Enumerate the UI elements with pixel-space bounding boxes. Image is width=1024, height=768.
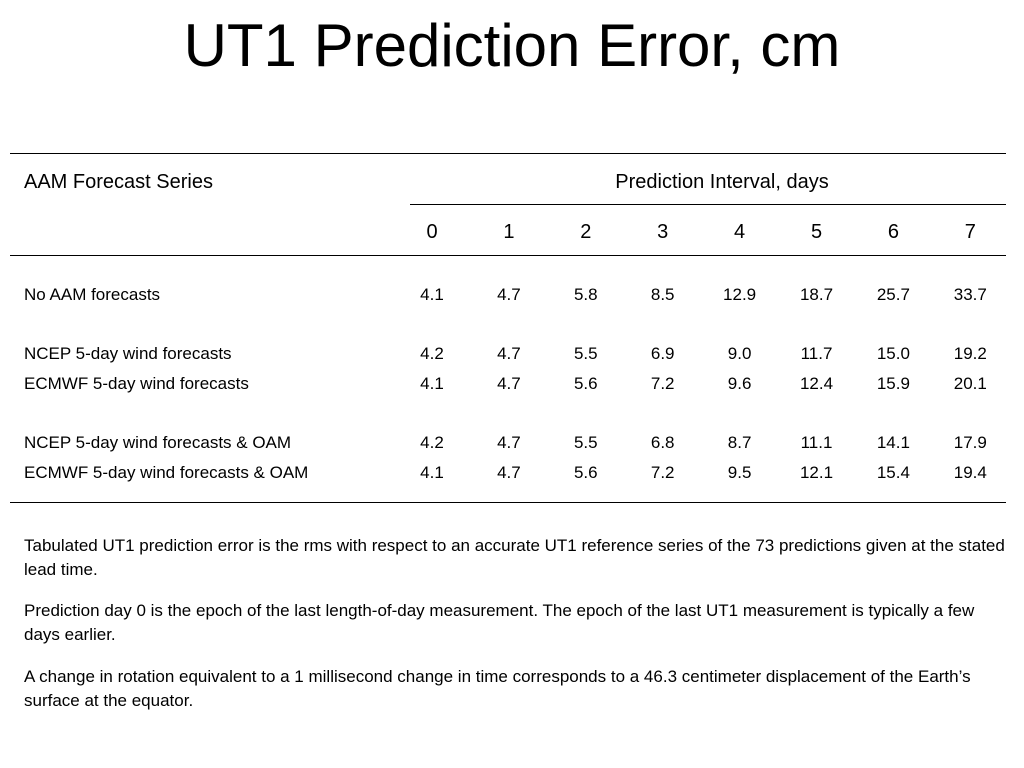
note-paragraph: A change in rotation equivalent to a 1 m… — [24, 667, 971, 710]
table-cell: 5.5 — [573, 344, 598, 363]
table-cell: 25.7 — [876, 285, 910, 304]
column-header: 5 — [810, 221, 823, 243]
table-cell: 9.5 — [727, 463, 752, 482]
table-cell: 18.7 — [799, 285, 834, 304]
table-cell: 7.2 — [650, 374, 675, 393]
table-cell: 17.9 — [953, 433, 987, 452]
table-cell: 4.2 — [420, 433, 444, 452]
table-cell: 8.5 — [650, 285, 675, 304]
column-header: 0 — [426, 221, 438, 243]
row-label: ECMWF 5-day wind forecasts — [24, 374, 249, 393]
table-cell: 9.6 — [727, 374, 752, 393]
table-cell: 9.0 — [727, 344, 752, 363]
table-cell: 20.1 — [953, 374, 987, 393]
table-top-rule — [10, 153, 1006, 154]
table-cell: 15.9 — [876, 374, 910, 393]
table-cell: 8.7 — [727, 433, 752, 452]
table-bottom-rule — [10, 502, 1006, 503]
header-rule — [10, 255, 1006, 256]
table-cell: 4.1 — [420, 374, 444, 393]
column-group-header: Prediction Interval, days — [615, 171, 829, 193]
row-label: NCEP 5-day wind forecasts & OAM — [24, 433, 292, 452]
column-header: 1 — [503, 221, 515, 243]
note-paragraph: Tabulated UT1 prediction error is the rm… — [24, 536, 1005, 579]
table-cell: 14.1 — [876, 433, 910, 452]
column-header: 6 — [887, 221, 899, 243]
table-cell: 5.6 — [573, 374, 598, 393]
table-cell: 12.9 — [723, 285, 757, 304]
table-cell: 12.1 — [799, 463, 834, 482]
note-paragraph: Prediction day 0 is the epoch of the las… — [24, 601, 975, 644]
column-header: 3 — [657, 221, 669, 243]
table-cell: 12.4 — [799, 374, 834, 393]
table-cell: 4.7 — [497, 374, 521, 393]
table-cell: 4.7 — [497, 344, 521, 363]
row-header: AAM Forecast Series — [24, 171, 213, 193]
table-cell: 4.7 — [497, 433, 521, 452]
row-label: NCEP 5-day wind forecasts — [24, 344, 232, 363]
column-group-rule — [410, 204, 1006, 205]
column-header: 4 — [734, 221, 746, 243]
column-header: 2 — [580, 221, 592, 243]
table-cell: 11.7 — [800, 344, 833, 363]
table-cell: 19.4 — [953, 463, 987, 482]
table-cell: 5.6 — [573, 463, 598, 482]
table-cell: 15.4 — [876, 463, 910, 482]
table-cell: 7.2 — [650, 463, 675, 482]
row-label: No AAM forecasts — [24, 285, 161, 304]
table-cell: 11.1 — [800, 433, 833, 452]
table-cell: 4.1 — [420, 285, 444, 304]
table-cell: 5.8 — [573, 285, 598, 304]
table-cell: 5.5 — [573, 433, 598, 452]
table-cell: 4.7 — [497, 463, 521, 482]
row-label: ECMWF 5-day wind forecasts & OAM — [24, 463, 309, 482]
table-cell: 33.7 — [953, 285, 987, 304]
table-cell: 6.8 — [650, 433, 675, 452]
table-cell: 15.0 — [876, 344, 910, 363]
slide-title: UT1 Prediction Error, cm — [183, 12, 841, 79]
column-header: 7 — [964, 221, 976, 243]
table-cell: 4.1 — [420, 463, 444, 482]
table-cell: 19.2 — [953, 344, 987, 363]
table-cell: 6.9 — [650, 344, 675, 363]
table-cell: 4.7 — [497, 285, 521, 304]
table-cell: 4.2 — [420, 344, 444, 363]
